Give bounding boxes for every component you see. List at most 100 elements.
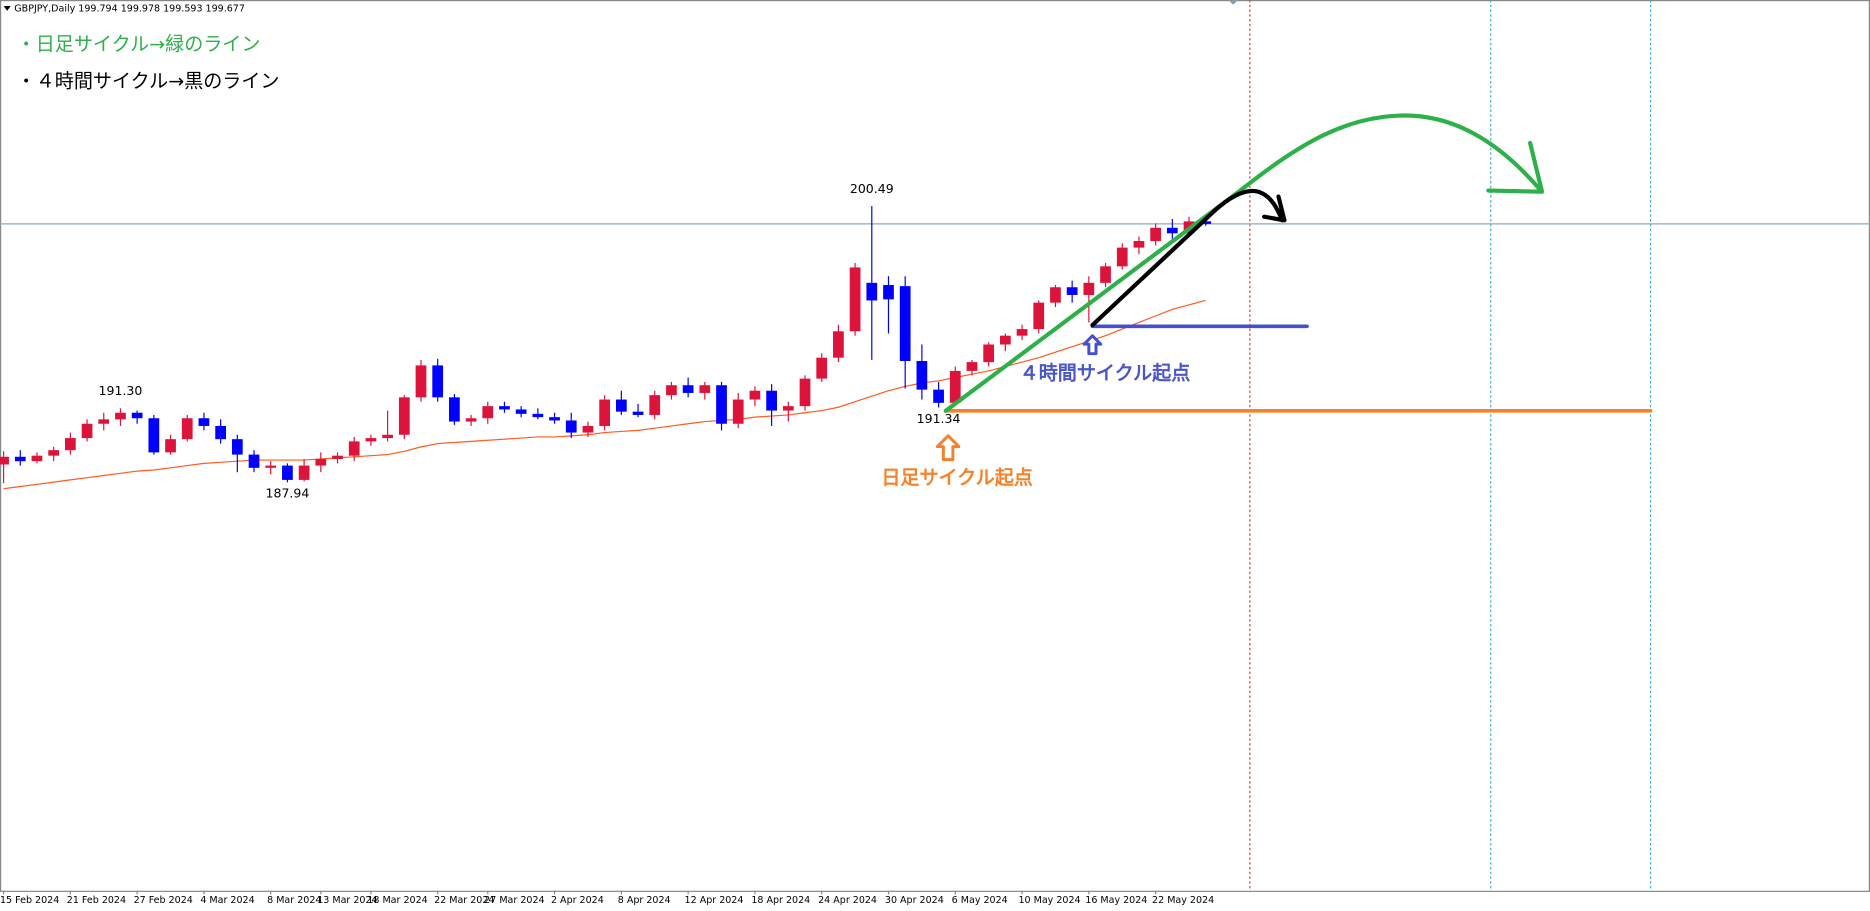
candle-body (582, 425, 594, 433)
candle-body (999, 335, 1011, 345)
candle-body (883, 285, 894, 300)
candle-body (833, 331, 844, 358)
candle-body (64, 438, 76, 451)
x-tick-label: 27 Feb 2024 (134, 895, 193, 906)
candle-body (1116, 247, 1128, 267)
candle-body (449, 397, 460, 422)
candle-body (432, 365, 444, 398)
plot-frame (0, 0, 1870, 892)
candle-body (682, 385, 694, 393)
candle-body (949, 370, 961, 403)
candle-body (398, 397, 410, 435)
symbol: GBPJPY,Daily (14, 3, 75, 14)
x-tick-label: 4 Mar 2024 (200, 895, 254, 906)
x-tick-label: 27 Mar 2024 (484, 895, 544, 906)
candle-body (599, 399, 611, 426)
candle-body (14, 456, 26, 462)
candle-body (81, 423, 93, 439)
candle-body (699, 385, 711, 393)
candle-body (465, 418, 477, 422)
candle-body (248, 454, 260, 468)
candle-body (916, 361, 928, 390)
candle-body (265, 465, 277, 468)
candle-body (315, 458, 327, 466)
high: 199.978 (121, 3, 160, 14)
header: GBPJPY,Daily 199.794 199.978 199.593 199… (14, 3, 245, 14)
x-tick-label: 22 Mar 2024 (434, 895, 494, 906)
candle-body (766, 390, 777, 411)
candle-body (515, 409, 527, 414)
candle-body (666, 385, 677, 396)
candle-body (181, 418, 193, 440)
x-tick-label: 16 May 2024 (1085, 895, 1147, 906)
close: 199.677 (206, 3, 245, 14)
candle-body (282, 465, 293, 480)
candle-body (198, 418, 210, 426)
candle-body (31, 455, 43, 462)
candle-body (499, 406, 510, 410)
x-tick-label: 13 Mar 2024 (317, 895, 377, 906)
x-tick-label: 2 Apr 2024 (551, 895, 604, 906)
candle-body (1150, 227, 1161, 242)
x-tick-label: 8 Apr 2024 (618, 895, 671, 906)
candle-body (849, 267, 861, 332)
candle-body (48, 450, 60, 456)
candle-body (1166, 227, 1178, 234)
x-tick-label: 6 May 2024 (952, 895, 1008, 906)
x-tick-label: 30 Apr 2024 (885, 895, 944, 906)
x-tick-label: 18 Apr 2024 (751, 895, 810, 906)
header-arrow (3, 5, 11, 11)
note: ・４時間サイクル→黒のライン (17, 71, 280, 93)
candle-body (1066, 287, 1078, 295)
candle-body (782, 406, 794, 411)
low-label: 187.94 (266, 486, 310, 501)
candle-body (131, 412, 143, 419)
candle-body (549, 417, 560, 421)
candle-body (866, 282, 878, 301)
candle-body (615, 399, 627, 412)
annotation: 日足サイクル起点 (881, 467, 1033, 489)
annotation: ４時間サイクル起点 (1020, 362, 1191, 384)
candle-body (716, 385, 727, 424)
candle-body (115, 412, 126, 420)
candle-body (749, 390, 761, 400)
data-layer: 15 Feb 2024 21 Feb 2024 191.30 27 Feb 2024 4… (0, 181, 1870, 906)
candle-body (632, 411, 644, 415)
candle-body (983, 344, 995, 363)
low-label: 191.34 (917, 411, 961, 426)
candle-body (165, 439, 176, 453)
open: 199.794 (78, 3, 117, 14)
candle-body (348, 441, 360, 456)
candle-body (532, 413, 544, 418)
candle-body (816, 357, 828, 379)
x-tick-label: 8 Mar 2024 (267, 895, 321, 906)
candle-body (148, 418, 160, 453)
candle-body (482, 406, 494, 419)
high-label: 200.49 (850, 181, 894, 196)
daily-cycle-curve (943, 113, 1545, 413)
candle-body (649, 395, 661, 415)
candle-body (1133, 241, 1145, 248)
h4-cycle-curve (1090, 189, 1287, 328)
candle-body (1016, 329, 1028, 336)
high-label: 191.30 (99, 383, 143, 398)
candle-body (332, 455, 343, 459)
x-tick-label: 24 Apr 2024 (818, 895, 877, 906)
candle-body (1083, 282, 1095, 295)
candle-body (298, 465, 310, 480)
x-tick-label: 22 May 2024 (1152, 895, 1214, 906)
candle-body (365, 438, 377, 442)
x-tick-label: 21 Feb 2024 (67, 895, 126, 906)
candle-body (732, 399, 744, 424)
candle-body (1200, 221, 1212, 224)
candle-body (565, 420, 577, 433)
low: 199.593 (163, 3, 202, 14)
daily-origin-arrow (935, 434, 961, 462)
candle-body (799, 378, 811, 407)
candle-body (0, 456, 9, 465)
x-tick-label: 10 May 2024 (1018, 895, 1080, 906)
x-tick-label: 15 Feb 2024 (0, 895, 59, 906)
candle-body (415, 365, 427, 398)
